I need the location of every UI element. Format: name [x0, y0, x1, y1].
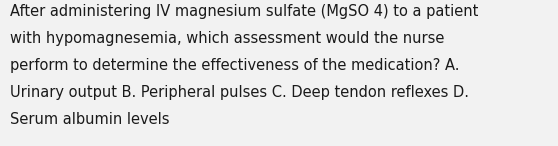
Text: Urinary output B. Peripheral pulses C. Deep tendon reflexes D.: Urinary output B. Peripheral pulses C. D… [10, 85, 469, 100]
Text: After administering IV magnesium sulfate (MgSO 4) to a patient: After administering IV magnesium sulfate… [10, 4, 478, 19]
Text: perform to determine the effectiveness of the medication? A.: perform to determine the effectiveness o… [10, 58, 460, 73]
Text: Serum albumin levels: Serum albumin levels [10, 112, 170, 127]
Text: with hypomagnesemia, which assessment would the nurse: with hypomagnesemia, which assessment wo… [10, 31, 444, 46]
